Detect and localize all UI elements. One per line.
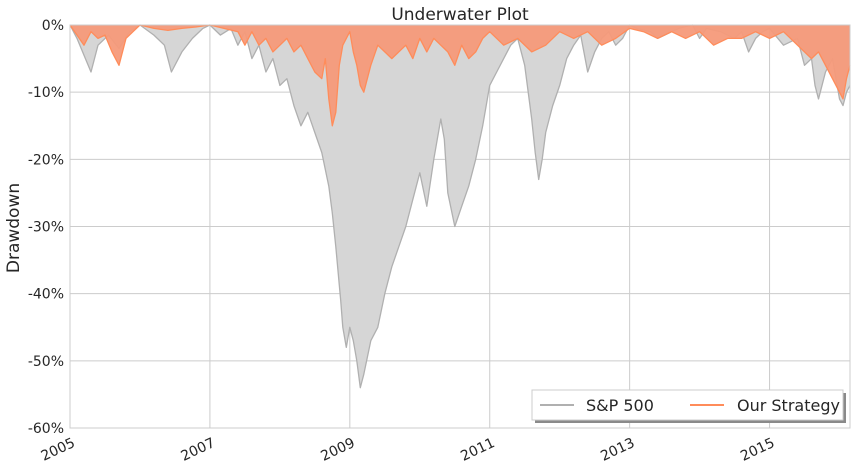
plot-frame	[69, 24, 851, 429]
x-tick-labels: 2005 2007 2009 2011 2013 2015	[39, 435, 778, 465]
series-areas	[69, 24, 851, 389]
legend-label-strategy: Our Strategy	[737, 396, 840, 415]
series-line-strategy	[69, 24, 851, 127]
x-tick-label: 2005	[39, 435, 78, 465]
y-tick-label: -10%	[28, 85, 64, 101]
x-tick-label: 2015	[738, 435, 777, 465]
y-tick-label: 0%	[42, 18, 64, 34]
grid-lines	[69, 24, 850, 429]
area-fill-strategy	[70, 25, 850, 126]
legend-box	[531, 389, 844, 421]
y-tick-label: -50%	[28, 354, 64, 370]
x-tick-label: 2009	[318, 435, 357, 465]
y-tick-label: -30%	[28, 220, 64, 236]
legend-label-sp500: S&P 500	[586, 396, 654, 415]
x-tick-label: 2007	[179, 435, 218, 465]
chart-title: Underwater Plot	[391, 5, 529, 25]
legend: S&P 500 Our Strategy	[531, 389, 846, 423]
y-tick-label: -40%	[28, 287, 64, 303]
y-tick-labels: 0% -10% -20% -30% -40% -50% -60%	[28, 18, 64, 437]
area-fill-sp500	[70, 25, 850, 388]
x-tick-label: 2013	[598, 435, 637, 465]
y-tick-label: -20%	[28, 152, 64, 168]
y-axis-label: Drawdown	[4, 183, 24, 273]
x-tick-label: 2011	[458, 435, 497, 465]
y-tick-label: -60%	[28, 421, 64, 437]
